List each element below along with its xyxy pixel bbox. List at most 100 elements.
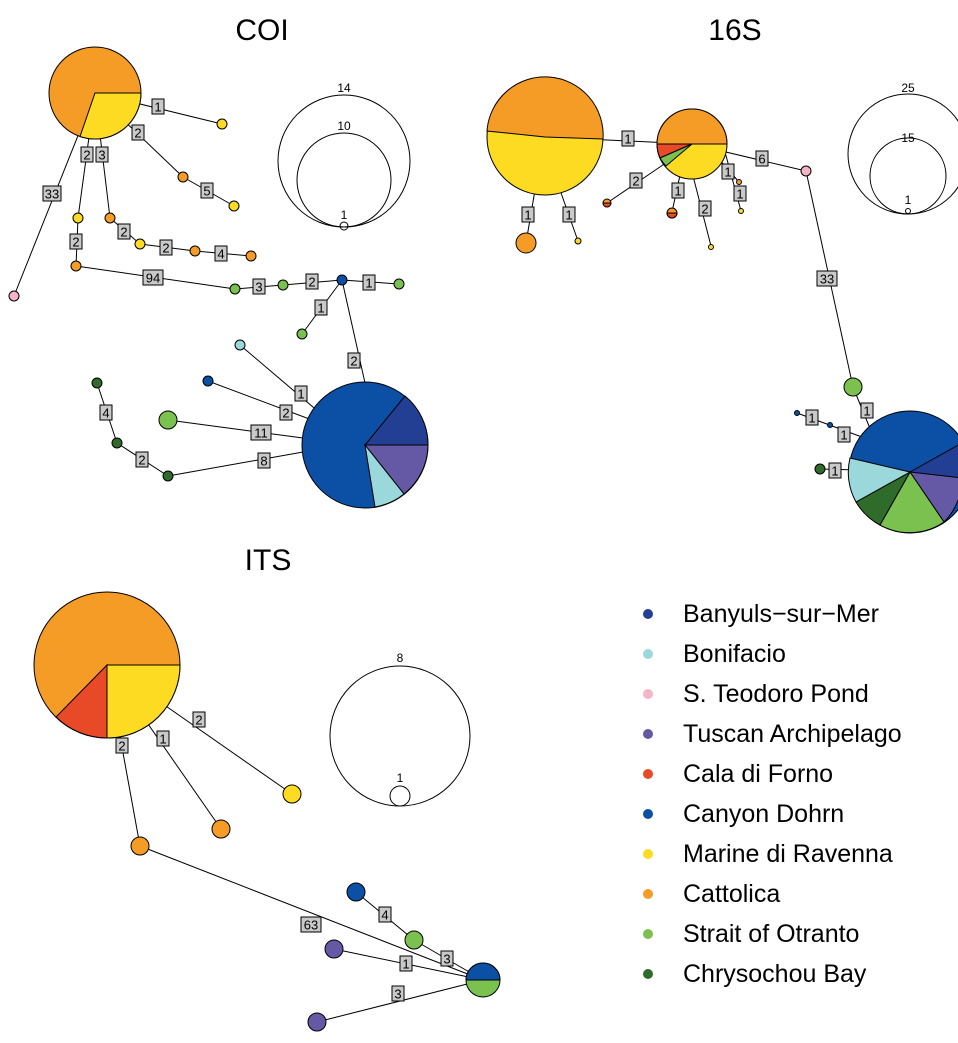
svg-text:2: 2 xyxy=(701,202,708,217)
svg-text:2: 2 xyxy=(308,275,315,290)
svg-text:1: 1 xyxy=(397,771,404,785)
svg-text:4: 4 xyxy=(217,247,224,262)
legend-swatch xyxy=(643,769,653,779)
16s-node xyxy=(794,410,800,416)
svg-text:1: 1 xyxy=(831,464,838,479)
coi-node xyxy=(70,260,82,272)
svg-text:1: 1 xyxy=(365,276,372,291)
svg-text:94: 94 xyxy=(146,271,160,286)
16s-node xyxy=(574,237,582,245)
svg-text:1: 1 xyxy=(724,165,731,180)
svg-text:1: 1 xyxy=(840,428,847,443)
legend-label: Chrysochou Bay xyxy=(683,960,867,988)
legend-item: Banyuls−sur−Mer xyxy=(643,600,879,628)
legend-swatch xyxy=(643,689,653,699)
svg-text:10: 10 xyxy=(337,119,351,133)
its-mutation-labels: 2 1 2 63 4 3 1 3 xyxy=(115,711,454,1002)
legend-swatch xyxy=(643,809,653,819)
legend-label: Canyon Dohrn xyxy=(683,800,844,828)
16s-size-scale: 25 15 1 xyxy=(847,81,958,215)
legend-label: Cattolica xyxy=(683,880,780,908)
svg-text:6: 6 xyxy=(758,152,765,167)
16s-node xyxy=(800,165,812,177)
svg-text:1: 1 xyxy=(154,100,161,115)
svg-text:15: 15 xyxy=(901,131,915,145)
svg-text:11: 11 xyxy=(254,426,268,441)
svg-text:1: 1 xyxy=(736,187,743,202)
coi-node xyxy=(189,245,201,257)
its-title: ITS xyxy=(245,544,292,577)
its-haplotype-large xyxy=(33,591,181,739)
its-network: 2 1 2 63 4 3 1 3 8 1 xyxy=(33,591,501,1032)
coi-haplotype-large-bottom xyxy=(301,381,429,509)
its-node xyxy=(130,836,150,856)
its-node xyxy=(211,819,231,839)
coi-mutation-labels: 1 2 2 3 5 33 2 2 2 4 94 3 2 1 1 2 1 2 11… xyxy=(42,98,376,469)
coi-node xyxy=(245,250,257,262)
svg-text:2: 2 xyxy=(134,126,141,141)
legend-item: Strait of Otranto xyxy=(643,920,859,948)
coi-size-scale: 14 10 1 xyxy=(277,81,411,231)
svg-text:1: 1 xyxy=(624,132,631,147)
legend-label: Bonifacio xyxy=(683,640,786,668)
coi-node xyxy=(72,212,84,224)
svg-text:2: 2 xyxy=(282,406,289,421)
coi-node xyxy=(177,171,189,183)
svg-text:2: 2 xyxy=(138,453,145,468)
legend: Banyuls−sur−Mer Bonifacio S. Teodoro Pond T… xyxy=(643,600,902,988)
coi-node xyxy=(277,279,289,291)
coi-node xyxy=(134,238,146,250)
legend-swatch xyxy=(643,609,653,619)
coi-node xyxy=(158,410,178,430)
svg-text:1: 1 xyxy=(524,208,531,223)
svg-text:25: 25 xyxy=(901,81,915,95)
coi-node xyxy=(336,274,348,286)
coi-node xyxy=(8,290,20,302)
coi-node xyxy=(393,278,405,290)
legend-item: Cattolica xyxy=(643,880,780,908)
16s-haplotype-large-bottom xyxy=(847,410,958,534)
coi-node xyxy=(216,118,228,130)
svg-text:8: 8 xyxy=(260,454,267,469)
coi-network: 1 2 2 3 5 33 2 2 2 4 94 3 2 1 1 2 1 2 11… xyxy=(8,46,429,509)
16s-node xyxy=(602,198,612,208)
svg-text:14: 14 xyxy=(337,81,351,95)
coi-node xyxy=(104,212,116,224)
legend-swatch xyxy=(643,889,653,899)
its-haplotype-mixed xyxy=(465,962,501,998)
coi-node xyxy=(202,375,214,387)
svg-text:1: 1 xyxy=(159,732,166,747)
coi-haplotype-large-top xyxy=(48,46,142,140)
svg-text:3: 3 xyxy=(394,987,401,1002)
svg-text:1: 1 xyxy=(674,184,681,199)
svg-text:33: 33 xyxy=(820,272,834,287)
legend-label: Tuscan Archipelago xyxy=(683,720,902,748)
16s-title: 16S xyxy=(708,14,761,47)
legend-label: Banyuls−sur−Mer xyxy=(683,600,879,628)
16s-node xyxy=(666,207,678,219)
coi-node xyxy=(228,200,240,212)
svg-text:63: 63 xyxy=(304,918,318,933)
16s-node xyxy=(738,208,744,214)
legend-swatch xyxy=(643,729,653,739)
16s-network: 1 6 2 1 1 1 1 2 1 33 1 1 1 1 25 15 1 xyxy=(486,76,958,534)
coi-node xyxy=(111,437,123,449)
svg-text:4: 4 xyxy=(102,406,109,421)
coi-title: COI xyxy=(235,14,288,47)
its-node xyxy=(404,930,424,950)
svg-text:2: 2 xyxy=(162,241,169,256)
legend-label: Cala di Forno xyxy=(683,760,833,788)
16s-mutation-labels: 1 6 2 1 1 1 1 2 1 33 1 1 1 1 xyxy=(521,130,874,479)
its-node xyxy=(282,784,302,804)
legend-label: S. Teodoro Pond xyxy=(683,680,869,708)
legend-item: Chrysochou Bay xyxy=(643,960,867,988)
svg-text:1: 1 xyxy=(808,411,815,426)
16s-haplotype-mid xyxy=(656,108,728,180)
svg-text:8: 8 xyxy=(397,651,404,665)
coi-node xyxy=(162,470,174,482)
svg-text:1: 1 xyxy=(297,387,304,402)
svg-text:1: 1 xyxy=(565,208,572,223)
svg-text:2: 2 xyxy=(195,713,202,728)
16s-node xyxy=(843,377,863,397)
